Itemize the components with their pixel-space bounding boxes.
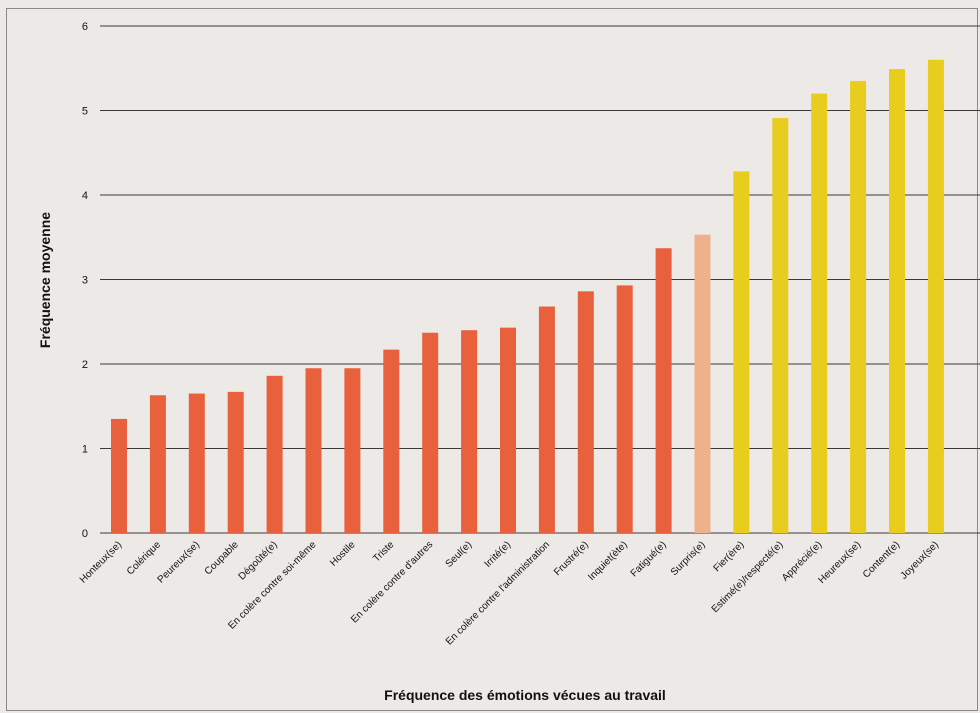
y-tick-label: 4 xyxy=(82,190,88,202)
y-tick-label: 2 xyxy=(82,359,88,371)
bar xyxy=(694,234,711,533)
x-tick-label: Hostile xyxy=(328,539,358,569)
bar xyxy=(149,395,166,533)
bar xyxy=(500,327,516,533)
bar xyxy=(772,118,789,533)
x-tick-label: Fier(ère) xyxy=(712,539,747,574)
y-axis-title: Fréquence moyenne xyxy=(37,212,53,348)
y-tick-label: 6 xyxy=(82,21,88,33)
y-tick-label: 0 xyxy=(82,528,88,540)
x-tick-label: Surpris(e) xyxy=(669,539,708,578)
bar xyxy=(422,332,439,533)
bars xyxy=(111,59,944,534)
bar xyxy=(577,291,594,533)
x-tick-label: Colérique xyxy=(125,539,163,577)
bar xyxy=(733,171,750,533)
x-tick-label: Frustré(e) xyxy=(552,539,591,578)
x-tick-label: Content(e) xyxy=(861,539,902,580)
x-tick-label: Inquiet(ète) xyxy=(586,539,630,583)
chart-frame xyxy=(6,8,978,711)
bar xyxy=(616,285,633,533)
bar xyxy=(266,375,283,533)
x-tick-label: Triste xyxy=(371,539,397,565)
bar xyxy=(889,69,905,533)
x-tick-label: Coupable xyxy=(203,539,241,577)
x-tick-label: Honteux(se) xyxy=(78,539,124,585)
y-tick-label: 1 xyxy=(82,444,88,456)
bar xyxy=(344,368,361,533)
y-axis-ticks: 0 1 2 3 4 5 6 xyxy=(82,21,88,540)
bar xyxy=(811,93,828,533)
bar xyxy=(188,393,205,533)
bar xyxy=(111,418,127,533)
bar xyxy=(461,330,478,533)
bar xyxy=(927,59,944,534)
bar xyxy=(227,391,244,533)
bar xyxy=(305,368,322,533)
x-tick-label: Peureux(se) xyxy=(156,539,202,585)
bar xyxy=(383,349,400,533)
bar xyxy=(850,80,867,534)
x-axis-title: Fréquence des émotions vécues au travail xyxy=(384,687,666,703)
x-tick-label: Irrité(e) xyxy=(483,539,514,570)
x-tick-label: En colère contre d'autres xyxy=(349,539,435,625)
y-tick-label: 5 xyxy=(82,106,88,118)
bar xyxy=(655,248,672,534)
bar xyxy=(538,306,555,533)
x-tick-label: Joyeux(se) xyxy=(899,539,941,581)
gridlines xyxy=(100,25,980,534)
x-tick-label: Fatigué(e) xyxy=(629,539,669,579)
x-tick-label: Seul(e) xyxy=(444,539,475,570)
y-tick-label: 3 xyxy=(82,275,88,287)
x-tick-label: Estimé(e)/respecté(e) xyxy=(710,539,786,615)
